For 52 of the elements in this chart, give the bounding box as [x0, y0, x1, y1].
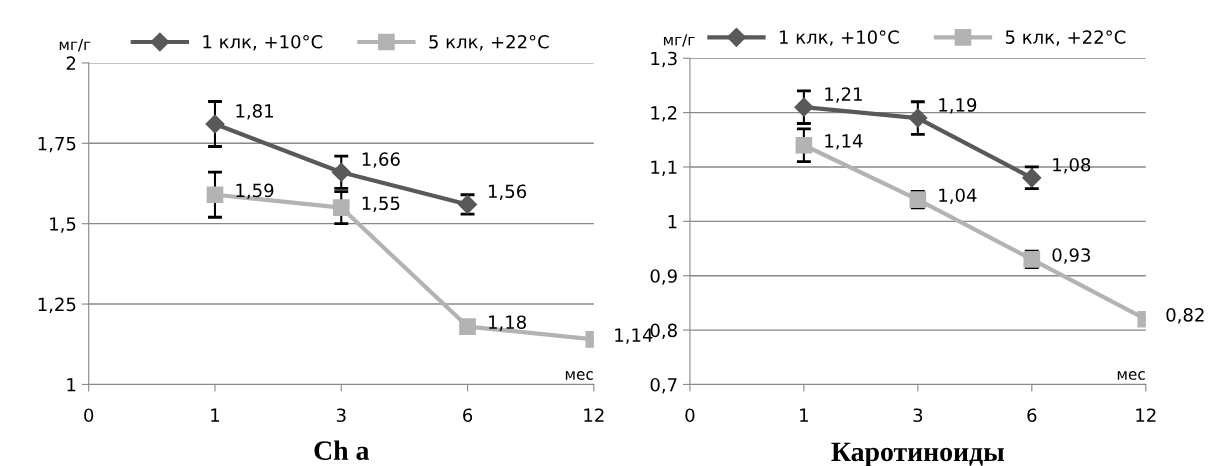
data-label: 1,55: [362, 196, 400, 212]
x-axis-title: мес: [565, 371, 593, 380]
data-label: 1,14: [825, 134, 863, 150]
data-label: 0,93: [1052, 248, 1090, 264]
x-axis-title: мес: [1117, 371, 1145, 380]
y-tick-label: 1,2: [651, 106, 677, 122]
y-tick-label: 1,5: [50, 217, 76, 233]
x-tick-label: 12: [584, 408, 604, 422]
point: [908, 108, 928, 128]
data-label: 1,08: [1053, 157, 1091, 174]
x-tick-label: 0: [84, 408, 94, 423]
x-tick-label: 1: [800, 408, 808, 422]
y-tick-label: 1,1: [651, 160, 677, 176]
x-tick-label: 1: [211, 408, 220, 422]
y-tick-label: 1: [67, 378, 76, 392]
y-tick-label: 1,75: [38, 136, 76, 153]
x-tick-label: 12: [1136, 408, 1156, 422]
data-label: 1,18: [488, 315, 526, 331]
x-tick-label: 6: [1027, 408, 1037, 423]
point: [206, 186, 224, 204]
data-label: 1,21: [825, 87, 862, 103]
point: [331, 162, 351, 182]
y-tick-label: 1,3: [651, 51, 677, 68]
point: [795, 136, 813, 154]
y-tick-label: 0,9: [650, 269, 677, 285]
y-tick-label: 2: [66, 56, 76, 70]
legend-label: 5 клк, +22°C: [1005, 30, 1126, 46]
data-label: 1,66: [362, 152, 400, 168]
text: Ch a: [314, 440, 370, 460]
legend-label: 1 клк, +10°C: [203, 34, 323, 51]
y-tick-label: 1,25: [38, 297, 76, 314]
data-label: 1,56: [488, 184, 527, 200]
point: [794, 97, 814, 117]
x-tick-label: 3: [336, 408, 346, 423]
data-label: 1,59: [236, 183, 274, 200]
y-axis-title: мг/г: [663, 34, 695, 47]
point: [205, 114, 225, 134]
x-tick-label: 3: [913, 408, 923, 423]
data-label: 1,19: [939, 98, 977, 114]
point: [459, 318, 476, 335]
x-tick-label: 6: [463, 408, 473, 423]
x-tick-label: 0: [685, 408, 695, 423]
data-label: 1,04: [939, 188, 977, 204]
legend-label: 5 клк, +22°C: [429, 34, 549, 51]
data-label: 1,81: [236, 104, 273, 120]
y-axis-title: мг/г: [59, 38, 91, 52]
data-label: 0,82: [1166, 308, 1204, 324]
legend-label: 1 клк, +10°C: [779, 30, 899, 46]
text: Каротиноиды: [831, 442, 1005, 466]
point: [332, 199, 350, 216]
y-tick-label: 0,7: [650, 377, 677, 394]
y-tick-label: 1: [668, 215, 677, 229]
